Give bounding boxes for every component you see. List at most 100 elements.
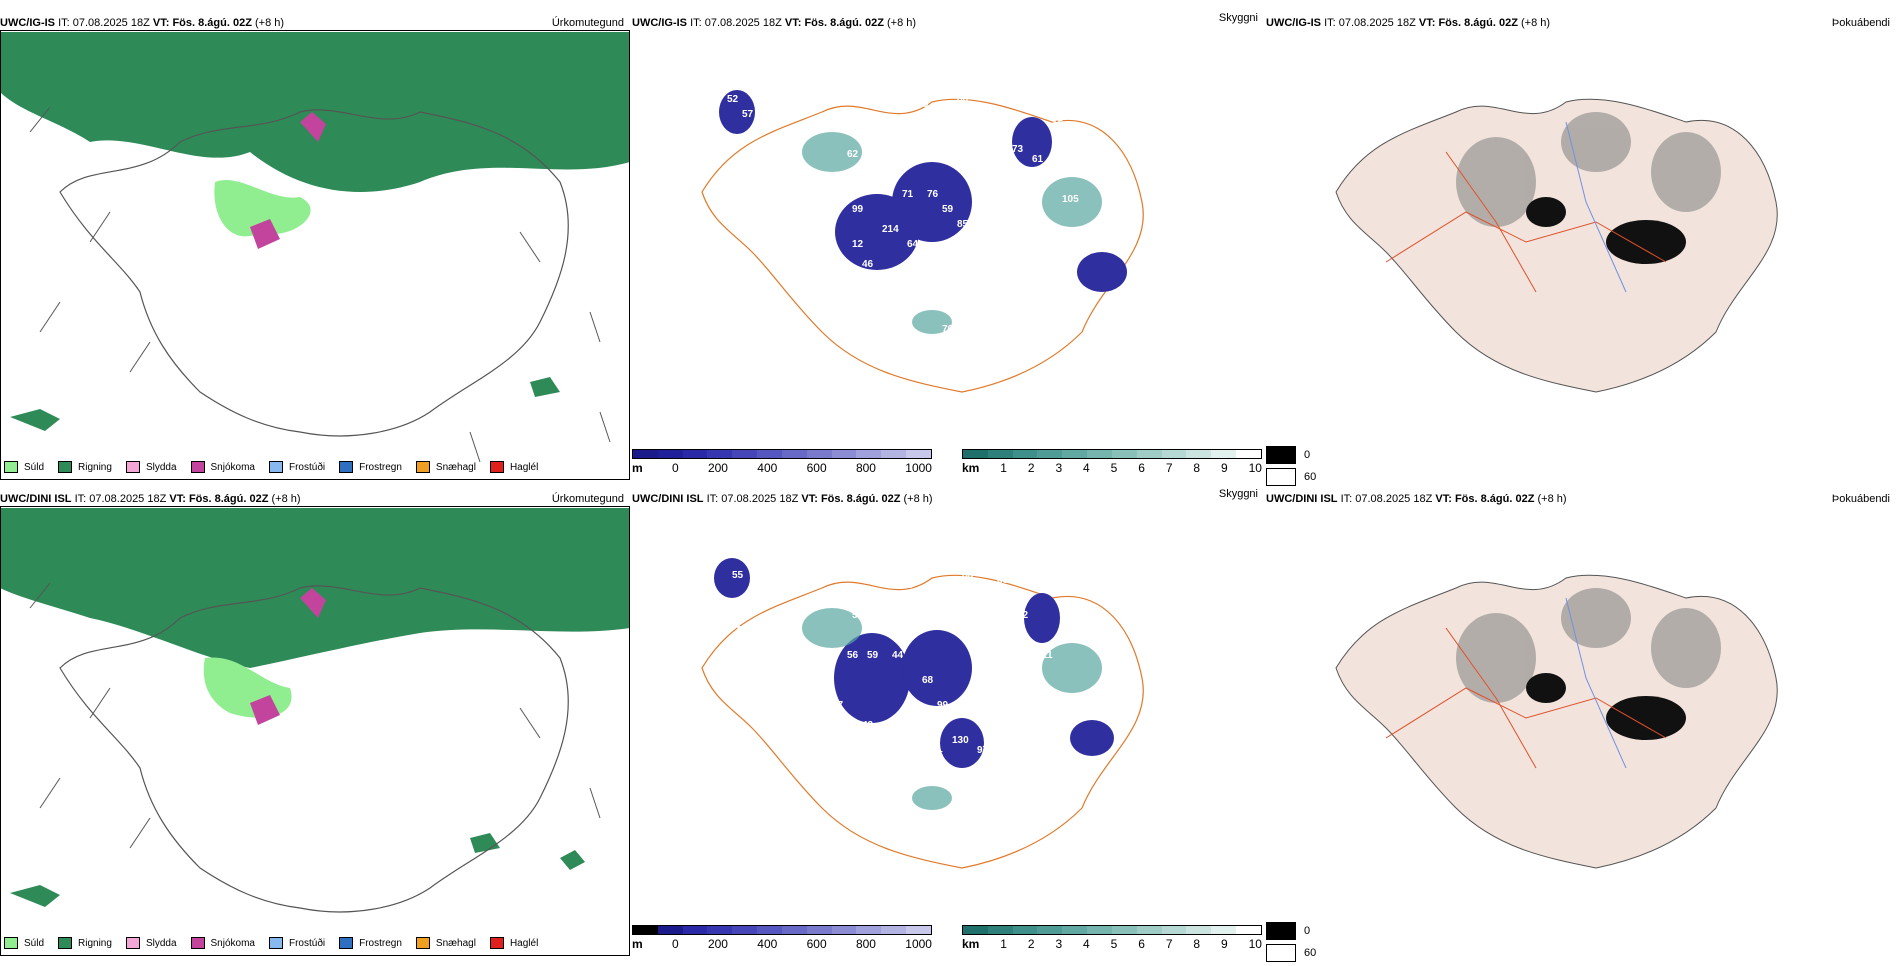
- colorbar-tick: 9: [1221, 461, 1228, 475]
- ceiling-value-label: 81: [1042, 755, 1054, 766]
- ceiling-value-label: 55: [732, 570, 744, 581]
- colorbar-tick: 3: [1055, 461, 1063, 475]
- legend-item: Rigning: [58, 937, 112, 949]
- precip-legend: Súld Rigning Slydda Snjókoma Frostúði Frostre…: [4, 458, 538, 476]
- fog-legend-row: 60: [1266, 944, 1316, 962]
- legend-item: Frostúði: [268, 937, 325, 949]
- colorbar-tick: 800: [855, 461, 876, 475]
- legend-item: Súld: [4, 461, 44, 473]
- colorbar-tick: 1000: [905, 461, 932, 475]
- ceiling-value-label: 132: [1022, 254, 1039, 265]
- legend-item: Snjókoma: [190, 937, 255, 949]
- colorbar-cell: [781, 926, 807, 934]
- colorbar-tick: 600: [806, 937, 827, 951]
- colorbar-tick: 8: [1193, 937, 1201, 951]
- colorbar-cell: [856, 450, 882, 458]
- ceiling-value-label: 65: [932, 750, 944, 761]
- fog-legend-swatch: [1266, 468, 1296, 486]
- colorbar-tick: 600: [806, 461, 827, 475]
- ceiling-value-label: 11: [1042, 650, 1053, 661]
- colorbar-cell: [1087, 926, 1112, 934]
- colorbar-cell: [757, 450, 782, 458]
- fog-legend-label: 60: [1304, 471, 1317, 483]
- ceiling-value-label: 97: [977, 745, 989, 756]
- colorbar-tick: 7: [1165, 937, 1173, 951]
- colorbar-cell: [1111, 926, 1137, 934]
- legend-swatch: [489, 461, 504, 473]
- ceiling-value-label: 46: [862, 259, 874, 270]
- colorbar-cell: [1111, 450, 1137, 458]
- panel-title: UWC/IG-IS IT: 07.08.2025 18Z VT: Fös. 8.…: [1266, 17, 1551, 29]
- colorbar-cell: [757, 926, 782, 934]
- colorbar-cell: [732, 926, 758, 934]
- panel-title: UWC/DINI ISL IT: 07.08.2025 18Z VT: Fös.…: [0, 493, 301, 505]
- ceiling-value-label: 71: [902, 189, 914, 200]
- colorbar-tick: 4: [1083, 937, 1090, 951]
- legend-item: Frostúði: [268, 461, 326, 473]
- colorbar-cell: [1236, 926, 1261, 934]
- legend-label: Snæhagl: [435, 937, 476, 949]
- colorbar-tick: 200: [707, 461, 728, 475]
- ceiling-value-label: 43: [822, 234, 834, 245]
- fog-legend-swatch: [1266, 944, 1296, 962]
- ceiling-value-label: 61: [907, 740, 919, 751]
- fog-legend-label: 0: [1304, 449, 1311, 461]
- ceiling-value-label: 130: [952, 735, 969, 746]
- param-label: Skyggni: [1218, 12, 1258, 24]
- legend-swatch: [190, 937, 205, 949]
- ceiling-value-label: 64: [727, 134, 739, 145]
- legend-swatch: [415, 937, 430, 949]
- panel-title: UWC/DINI ISL IT: 07.08.2025 18Z VT: Fös.…: [632, 493, 933, 505]
- legend-label: Frostúði: [288, 461, 326, 473]
- colorbar-cell: [682, 926, 708, 934]
- legend-label: Snæhagl: [435, 461, 476, 473]
- legend-swatch: [4, 461, 18, 473]
- colorbar-cell: [831, 926, 857, 934]
- colorbar-cell: [1211, 450, 1237, 458]
- legend-label: Súld: [24, 937, 45, 949]
- ceiling-value-label: 66: [997, 575, 1009, 586]
- colorbar-tick: 5: [1110, 461, 1118, 475]
- colorbar-tick: 1: [1000, 461, 1007, 475]
- ceiling-value-label: 68: [962, 570, 974, 581]
- panel-title: UWC/DINI ISL IT: 07.08.2025 18Z VT: Fös.…: [1266, 493, 1567, 505]
- colorbar-cell: [1211, 926, 1237, 934]
- ceiling-value-label: 57: [742, 109, 754, 120]
- legend-item: Rigning: [58, 461, 112, 473]
- colorbar-cell: [1186, 450, 1212, 458]
- fog-map: [1266, 32, 1896, 442]
- param-label: Þokuábendi: [1831, 493, 1890, 505]
- legend-label: Haglél: [509, 461, 539, 473]
- ceiling-value-label: 56: [847, 650, 859, 661]
- colorbar-tick: 200: [707, 937, 728, 951]
- ceiling-value-label: 85: [957, 219, 969, 230]
- legend-swatch: [339, 461, 354, 473]
- legend-label: Snjókoma: [210, 937, 255, 949]
- colorbar-cell: [1236, 450, 1261, 458]
- colorbar-unit: km: [962, 937, 980, 951]
- colorbar-unit: km: [962, 461, 980, 475]
- colorbar-cell: [633, 926, 658, 934]
- colorbar-cell: [781, 450, 807, 458]
- panel-title: UWC/IG-IS IT: 07.08.2025 18Z VT: Fös. 8.…: [0, 17, 285, 29]
- legend-label: Haglél: [509, 937, 539, 949]
- legend-label: Súld: [24, 461, 45, 473]
- ceiling-value-label: 52: [727, 94, 739, 105]
- param-label: Þokuábendi: [1831, 17, 1890, 29]
- legend-label: Rigning: [78, 461, 112, 473]
- legend-label: Frostregn: [359, 937, 402, 949]
- ceiling-value-label: 99: [1027, 740, 1039, 751]
- ceiling-value-label: 105: [812, 254, 829, 265]
- ceiling-value-label: 59: [942, 204, 954, 215]
- legend-label: Slydda: [145, 461, 177, 473]
- colorbar-cell: [1012, 450, 1038, 458]
- legend-label: Rigning: [78, 937, 112, 949]
- ceiling-value-label: 27: [832, 700, 844, 711]
- colorbar-tick: 6: [1138, 937, 1145, 951]
- ceiling-value-label: 76: [752, 124, 764, 135]
- param-label: Skyggni: [1218, 488, 1258, 500]
- legend-item: Slydda: [125, 937, 177, 949]
- colorbar-cell: [963, 926, 988, 934]
- ceiling-value-label: 125: [882, 284, 899, 295]
- legend-item: Haglél: [489, 461, 539, 473]
